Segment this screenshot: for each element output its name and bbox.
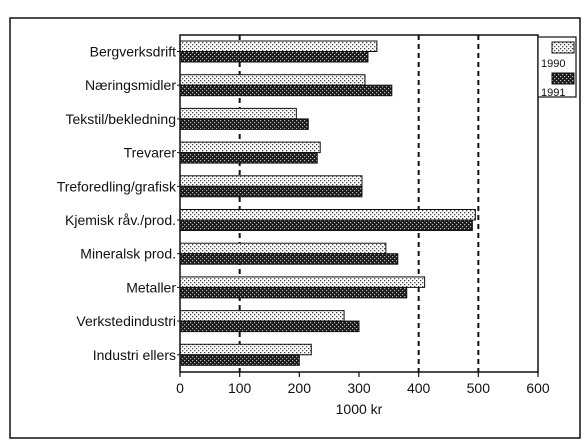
bar-1990 — [179, 276, 426, 288]
category-label: Bergverksdrift — [90, 44, 176, 60]
bar-1990 — [179, 74, 366, 86]
x-tick-label: 500 — [467, 380, 491, 396]
bar-1990 — [179, 209, 476, 221]
x-tick-label: 600 — [526, 380, 550, 396]
bar-1990 — [179, 242, 387, 255]
bar-1990 — [179, 40, 378, 52]
x-axis-title: 1000 kr — [336, 401, 383, 417]
bar-1991 — [179, 286, 408, 299]
legend: 1990 1991 — [537, 36, 577, 99]
bar-1990 — [179, 175, 363, 187]
bar-1990 — [179, 343, 312, 356]
category-label: Treforedling/grafisk — [57, 178, 177, 194]
bar-1990 — [179, 141, 321, 154]
bar-1991 — [179, 219, 473, 231]
legend-swatch-1991 — [551, 72, 575, 85]
x-tick-label: 300 — [347, 380, 371, 396]
x-tick-label: 200 — [288, 380, 312, 396]
category-label: Mineralsk prod. — [80, 246, 176, 262]
category-label: Kjemisk råv./prod. — [65, 212, 176, 228]
bar-1991 — [179, 118, 309, 130]
x-tick-label: 100 — [228, 380, 252, 396]
legend-label-1990: 1990 — [541, 58, 565, 70]
bar-1991 — [179, 185, 363, 198]
bar-1990 — [179, 310, 345, 322]
bar-1991 — [179, 152, 318, 164]
bar-1991 — [179, 51, 369, 63]
x-tick-labels: 0 100 200 300 400 500 600 — [176, 372, 550, 396]
bar-1991 — [179, 354, 300, 366]
category-label: Metaller — [126, 279, 176, 295]
category-labels: Bergverksdrift Næringsmidler Tekstil/bekle… — [57, 44, 180, 363]
x-tick-label: 400 — [407, 380, 431, 396]
outer-frame — [9, 17, 581, 439]
bar-1991 — [179, 320, 360, 333]
category-label: Industri ellers — [93, 347, 176, 363]
legend-label-1991: 1991 — [541, 87, 565, 99]
bars — [179, 40, 476, 366]
category-label: Verkstedindustri — [76, 313, 176, 329]
category-label: Tekstil/bekledning — [65, 111, 176, 127]
bar-1991 — [179, 253, 399, 265]
category-label: Trevarer — [124, 145, 177, 161]
category-label: Næringsmidler — [85, 77, 176, 93]
bar-1990 — [179, 107, 297, 120]
legend-swatch-1990 — [551, 41, 575, 54]
bar-1991 — [179, 84, 393, 97]
x-tick-label: 0 — [176, 380, 184, 396]
